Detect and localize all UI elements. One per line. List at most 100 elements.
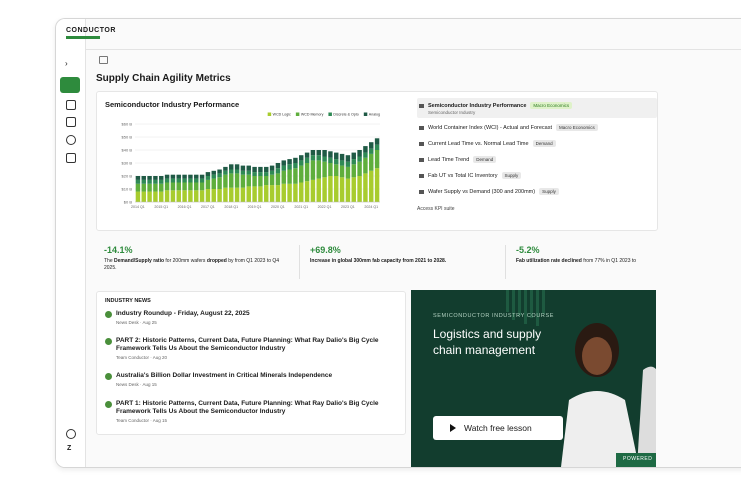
bar-segment — [217, 177, 222, 189]
course-button[interactable]: Watch free lesson — [433, 416, 563, 440]
news-heading: INDUSTRY NEWS — [105, 298, 151, 304]
y-tick-label: $60 B — [122, 122, 133, 127]
bar-segment — [369, 142, 374, 149]
nav-layers[interactable] — [66, 117, 76, 127]
bar-segment — [363, 157, 368, 174]
metric-item[interactable]: Wafer Supply vs Demand (300 and 200mm) Su… — [419, 188, 559, 195]
bar-segment — [357, 150, 362, 157]
bar-segment — [182, 182, 187, 191]
bar-segment — [287, 183, 292, 202]
legend-label: WCD Logic — [273, 113, 291, 117]
bar-segment — [234, 169, 240, 174]
y-tick-label: $40 B — [122, 148, 133, 153]
bar-segment — [217, 173, 222, 178]
bar-segment — [240, 187, 246, 202]
y-tick-label: $50 B — [122, 135, 133, 140]
bar-segment — [229, 164, 234, 170]
nav-links[interactable] — [66, 135, 76, 145]
bar-segment — [369, 153, 374, 171]
bar-segment — [182, 190, 187, 202]
bar-segment — [234, 173, 240, 188]
course-card: SEMICONDUCTOR INDUSTRY COURSE Logistics … — [411, 290, 656, 467]
kpi-value: -14.1% — [104, 245, 133, 255]
metric-label: Semiconductor Industry Performance — [428, 102, 527, 109]
breadcrumb-home[interactable] — [99, 56, 108, 64]
bar-segment — [264, 166, 269, 173]
bar-segment — [304, 163, 310, 182]
bar-segment — [258, 172, 263, 176]
person-face — [582, 337, 612, 375]
kpi-divider — [505, 245, 506, 279]
metric-item[interactable]: Semiconductor Industry Performance Macro … — [419, 102, 573, 109]
metric-tag: Demand — [532, 140, 556, 147]
metric-label: Wafer Supply vs Demand (300 and 200mm) — [428, 188, 536, 195]
news-meta: Team Conductor · Aug 20 — [116, 355, 168, 360]
metric-item[interactable]: Lead Time Trend Demand — [419, 156, 497, 163]
kpi-text: Increase in global 300mm fab capacity fr… — [310, 258, 495, 265]
nav-learn[interactable] — [66, 153, 76, 163]
bar-segment — [281, 170, 286, 184]
bar-segment — [369, 170, 374, 202]
nav-location[interactable] — [66, 429, 76, 439]
bar-segment — [275, 173, 281, 186]
kpi: +69.8% Increase in global 300mm fab capac… — [310, 245, 495, 265]
decoration — [512, 290, 515, 320]
bar-segment — [217, 189, 222, 202]
bar-segment — [159, 183, 164, 192]
decoration — [542, 290, 545, 314]
kpi-divider — [299, 245, 300, 279]
bar-segment — [334, 164, 339, 176]
bar-segment — [363, 173, 368, 202]
metric-item[interactable]: Fab UT vs Total IC Inventory Supply — [419, 172, 522, 179]
kpi-value: +69.8% — [310, 245, 341, 255]
bar-segment — [147, 179, 152, 184]
bar-segment — [357, 176, 362, 202]
bar-segment — [316, 160, 321, 179]
bar-segment — [310, 160, 316, 180]
news-item[interactable]: PART 2: Historic Patterns, Current Data,… — [105, 337, 395, 360]
bar-segment — [194, 174, 199, 179]
bar-segment — [345, 166, 351, 179]
kpi-link[interactable]: Access KPI suite — [417, 206, 455, 212]
nav-bookmarks[interactable] — [66, 100, 76, 110]
news-item[interactable]: Australia's Billion Dollar Investment in… — [105, 372, 395, 387]
bar-segment — [194, 178, 199, 183]
news-card: INDUSTRY NEWS Industry Roundup - Friday,… — [96, 291, 406, 435]
y-tick-label: $20 B — [122, 174, 133, 179]
bar-segment — [159, 176, 164, 180]
bar-segment — [205, 189, 211, 202]
legend-label: Analog — [369, 113, 380, 117]
kpi: -5.2% Fab utilization rate declined from … — [516, 245, 701, 265]
bar-segment — [287, 169, 292, 184]
x-tick-label: 2019 Q1 — [248, 205, 262, 209]
metric-item[interactable]: World Container Index (WCI) - Actual and… — [419, 124, 598, 131]
x-tick-label: 2016 Q1 — [178, 205, 192, 209]
brand: CONDUCTOR — [66, 27, 116, 34]
metric-label: Fab UT vs Total IC Inventory — [428, 172, 498, 179]
bar-segment — [147, 176, 152, 180]
bar-segment — [205, 172, 211, 176]
bar-segment — [176, 190, 181, 202]
bar-segment — [153, 176, 158, 180]
legend-label: WCD Memory — [301, 113, 324, 117]
bar-segment — [182, 178, 187, 183]
bar-segment — [258, 176, 263, 187]
bar-segment — [374, 138, 380, 145]
bar-segment — [293, 168, 298, 184]
bar-segment — [269, 185, 275, 202]
bar-segment — [304, 181, 310, 202]
nav-home[interactable] — [60, 77, 80, 93]
news-item[interactable]: PART 1: Historic Patterns, Current Data,… — [105, 400, 395, 423]
metric-item[interactable]: Current Lead Time vs. Normal Lead Time De… — [419, 140, 556, 147]
bar-segment — [246, 186, 251, 202]
bar-segment — [252, 166, 257, 173]
bar-segment — [217, 169, 222, 174]
metric-label: Current Lead Time vs. Normal Lead Time — [428, 140, 529, 147]
x-tick-label: 2017 Q1 — [201, 205, 215, 209]
news-item[interactable]: Industry Roundup - Friday, August 22, 20… — [105, 310, 395, 325]
bar-segment — [293, 183, 298, 202]
collapse-toggle[interactable]: › — [65, 59, 68, 68]
bar-segment — [287, 164, 292, 170]
bar-segment — [252, 172, 257, 176]
bar-segment — [170, 174, 176, 179]
